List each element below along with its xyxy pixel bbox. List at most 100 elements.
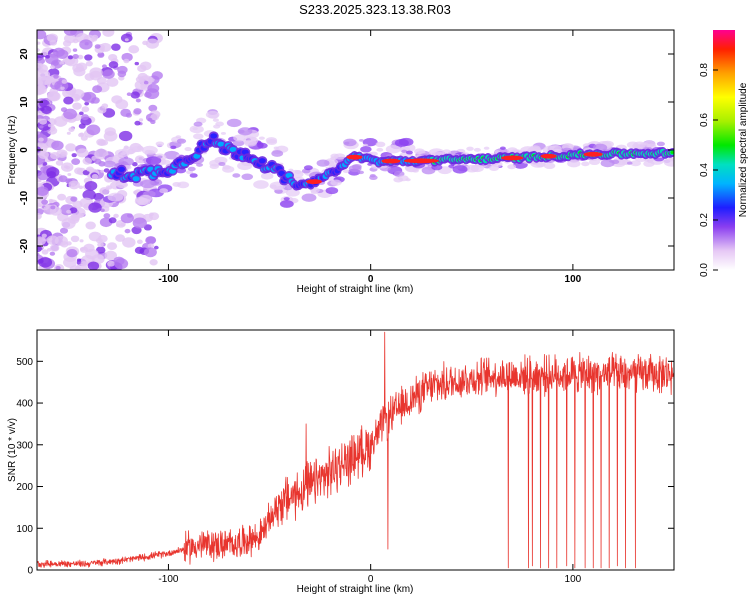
- spectrogram-noise-cell: [120, 222, 125, 227]
- spectrogram-halo-cell: [567, 159, 581, 168]
- spectrogram-noise-cell: [63, 30, 77, 36]
- spectrogram-noise-cell: [130, 91, 140, 99]
- spectrogram-noise-cell: [104, 250, 118, 261]
- spectrogram-noise-cell: [122, 237, 136, 248]
- spectrogram-halo-cell: [325, 187, 339, 195]
- spectrogram-halo-cell: [279, 200, 294, 208]
- spectrogram-noise-cell: [149, 212, 160, 221]
- spectrogram-ridge-peak: [670, 151, 674, 154]
- spectrogram-halo-cell: [385, 145, 401, 154]
- spectrogram-heatmap: [37, 30, 674, 270]
- spectrogram-noise-cell: [108, 53, 118, 62]
- spectrogram-halo-cell: [465, 164, 479, 173]
- spectrogram-noise-cell: [72, 102, 82, 110]
- spectrogram-noise-cell: [95, 237, 103, 244]
- spectrogram-halo-cell: [120, 152, 126, 156]
- spectrogram-noise-cell: [77, 212, 84, 219]
- snr-ytick-label: 300: [16, 440, 33, 451]
- spectrogram-noise-cell: [84, 181, 98, 191]
- spectrogram-xtick-label: 100: [565, 274, 582, 285]
- spectrogram-noise-cell: [68, 180, 80, 190]
- snr-xtick-label: -100: [158, 574, 178, 585]
- spectrogram-noise-cell: [150, 119, 156, 125]
- spectrogram-noise-cell: [120, 213, 134, 224]
- spectrogram-noise-cell: [38, 150, 49, 159]
- spectrogram-ridge-core: [229, 146, 237, 153]
- spectrogram-halo-cell: [442, 149, 452, 155]
- spectrogram-noise-cell: [49, 39, 57, 46]
- spectrogram-halo-cell: [271, 150, 284, 157]
- spectrogram-halo-cell: [140, 179, 156, 189]
- spectrogram-halo-cell: [359, 138, 364, 142]
- spectrogram-noise-cell: [86, 124, 101, 136]
- spectrogram-halo-cell: [330, 179, 342, 186]
- spectrogram-noise-cell: [71, 153, 77, 158]
- spectrogram-noise-cell: [124, 228, 131, 234]
- spectrogram-noise-cell: [63, 108, 78, 120]
- spectrogram-noise-cell: [80, 260, 88, 267]
- spectrogram-noise-cell: [70, 196, 78, 202]
- snr-frame: [36, 329, 675, 571]
- spectrogram-halo-cell: [401, 149, 408, 153]
- spectrogram-noise-cell: [113, 213, 119, 219]
- snr-plot-area: [37, 331, 674, 569]
- spectrogram-noise-cell: [41, 199, 49, 205]
- spectrogram-noise-cell: [37, 202, 41, 209]
- spectrogram-noise-cell: [79, 239, 84, 243]
- spectrogram-noise-cell: [103, 213, 111, 219]
- spectrogram-noise-cell: [93, 192, 104, 201]
- spectrogram-ridge-core: [217, 141, 225, 147]
- spectrogram-hotspot: [540, 153, 557, 159]
- spectrogram-noise-cell: [137, 64, 147, 73]
- spectrogram-noise-cell: [70, 235, 80, 243]
- spectrogram-noise-cell: [108, 61, 119, 69]
- spectrogram-halo-cell: [176, 138, 187, 144]
- spectrogram-halo-cell: [220, 131, 226, 135]
- spectrogram-noise-cell: [94, 158, 102, 165]
- spectrogram-noise-cell: [47, 123, 53, 128]
- spectrogram-noise-cell: [82, 189, 97, 201]
- colorbar-tick-label: 0.0: [699, 263, 710, 277]
- spectrogram-noise-cell: [143, 80, 149, 85]
- spectrogram-noise-cell: [106, 77, 119, 87]
- spectrogram-noise-cell: [82, 157, 92, 165]
- spectrogram-halo-cell: [193, 133, 204, 140]
- spectrogram-noise-cell: [132, 217, 147, 229]
- spectrogram-noise-cell: [118, 130, 133, 142]
- spectrogram-halo-cell: [213, 124, 221, 129]
- spectrogram-noise-cell: [37, 171, 49, 181]
- spectrogram-halo-cell: [283, 197, 290, 201]
- spectrogram-xtick-label: 0: [368, 274, 374, 285]
- spectrogram-ridge-core: [193, 153, 201, 159]
- spectrogram-noise-cell: [41, 233, 47, 238]
- spectrogram-halo-cell: [301, 193, 317, 202]
- spectrogram-noise-cell: [74, 167, 84, 175]
- spectrogram-noise-cell: [46, 235, 59, 245]
- spectrogram-noise-cell: [132, 162, 138, 167]
- spectrogram-hotspot: [403, 158, 439, 164]
- snr-xtick-label: 100: [565, 574, 582, 585]
- spectrogram-noise-cell: [97, 106, 107, 114]
- spectrogram-noise-cell: [91, 37, 98, 42]
- spectrogram-halo-cell: [214, 156, 228, 165]
- spectrogram-noise-cell: [69, 265, 81, 270]
- spectrogram-ytick-label: -10: [19, 190, 30, 205]
- spectrogram-noise-cell: [63, 33, 77, 44]
- spectrogram-noise-cell: [111, 43, 121, 51]
- spectrogram-halo-cell: [588, 158, 601, 166]
- spectrogram-noise-cell: [134, 120, 141, 126]
- spectrogram-noise-cell: [37, 84, 46, 91]
- snr-ytick-label: 200: [16, 482, 33, 493]
- spectrogram-hotspot: [346, 154, 363, 160]
- spectrogram-noise-cell: [38, 257, 53, 268]
- spectrogram-halo-cell: [134, 196, 146, 203]
- spectrogram-halo-cell: [376, 147, 384, 152]
- spectrogram-noise-cell: [69, 207, 78, 214]
- spectrogram-noise-cell: [138, 118, 144, 122]
- spectrogram-hotspot: [501, 155, 524, 161]
- spectrogram-noise-cell: [91, 97, 100, 104]
- spectrogram-halo-cell: [232, 139, 245, 147]
- spectrogram-halo-cell: [145, 156, 162, 165]
- spectrogram-noise-cell: [120, 108, 131, 117]
